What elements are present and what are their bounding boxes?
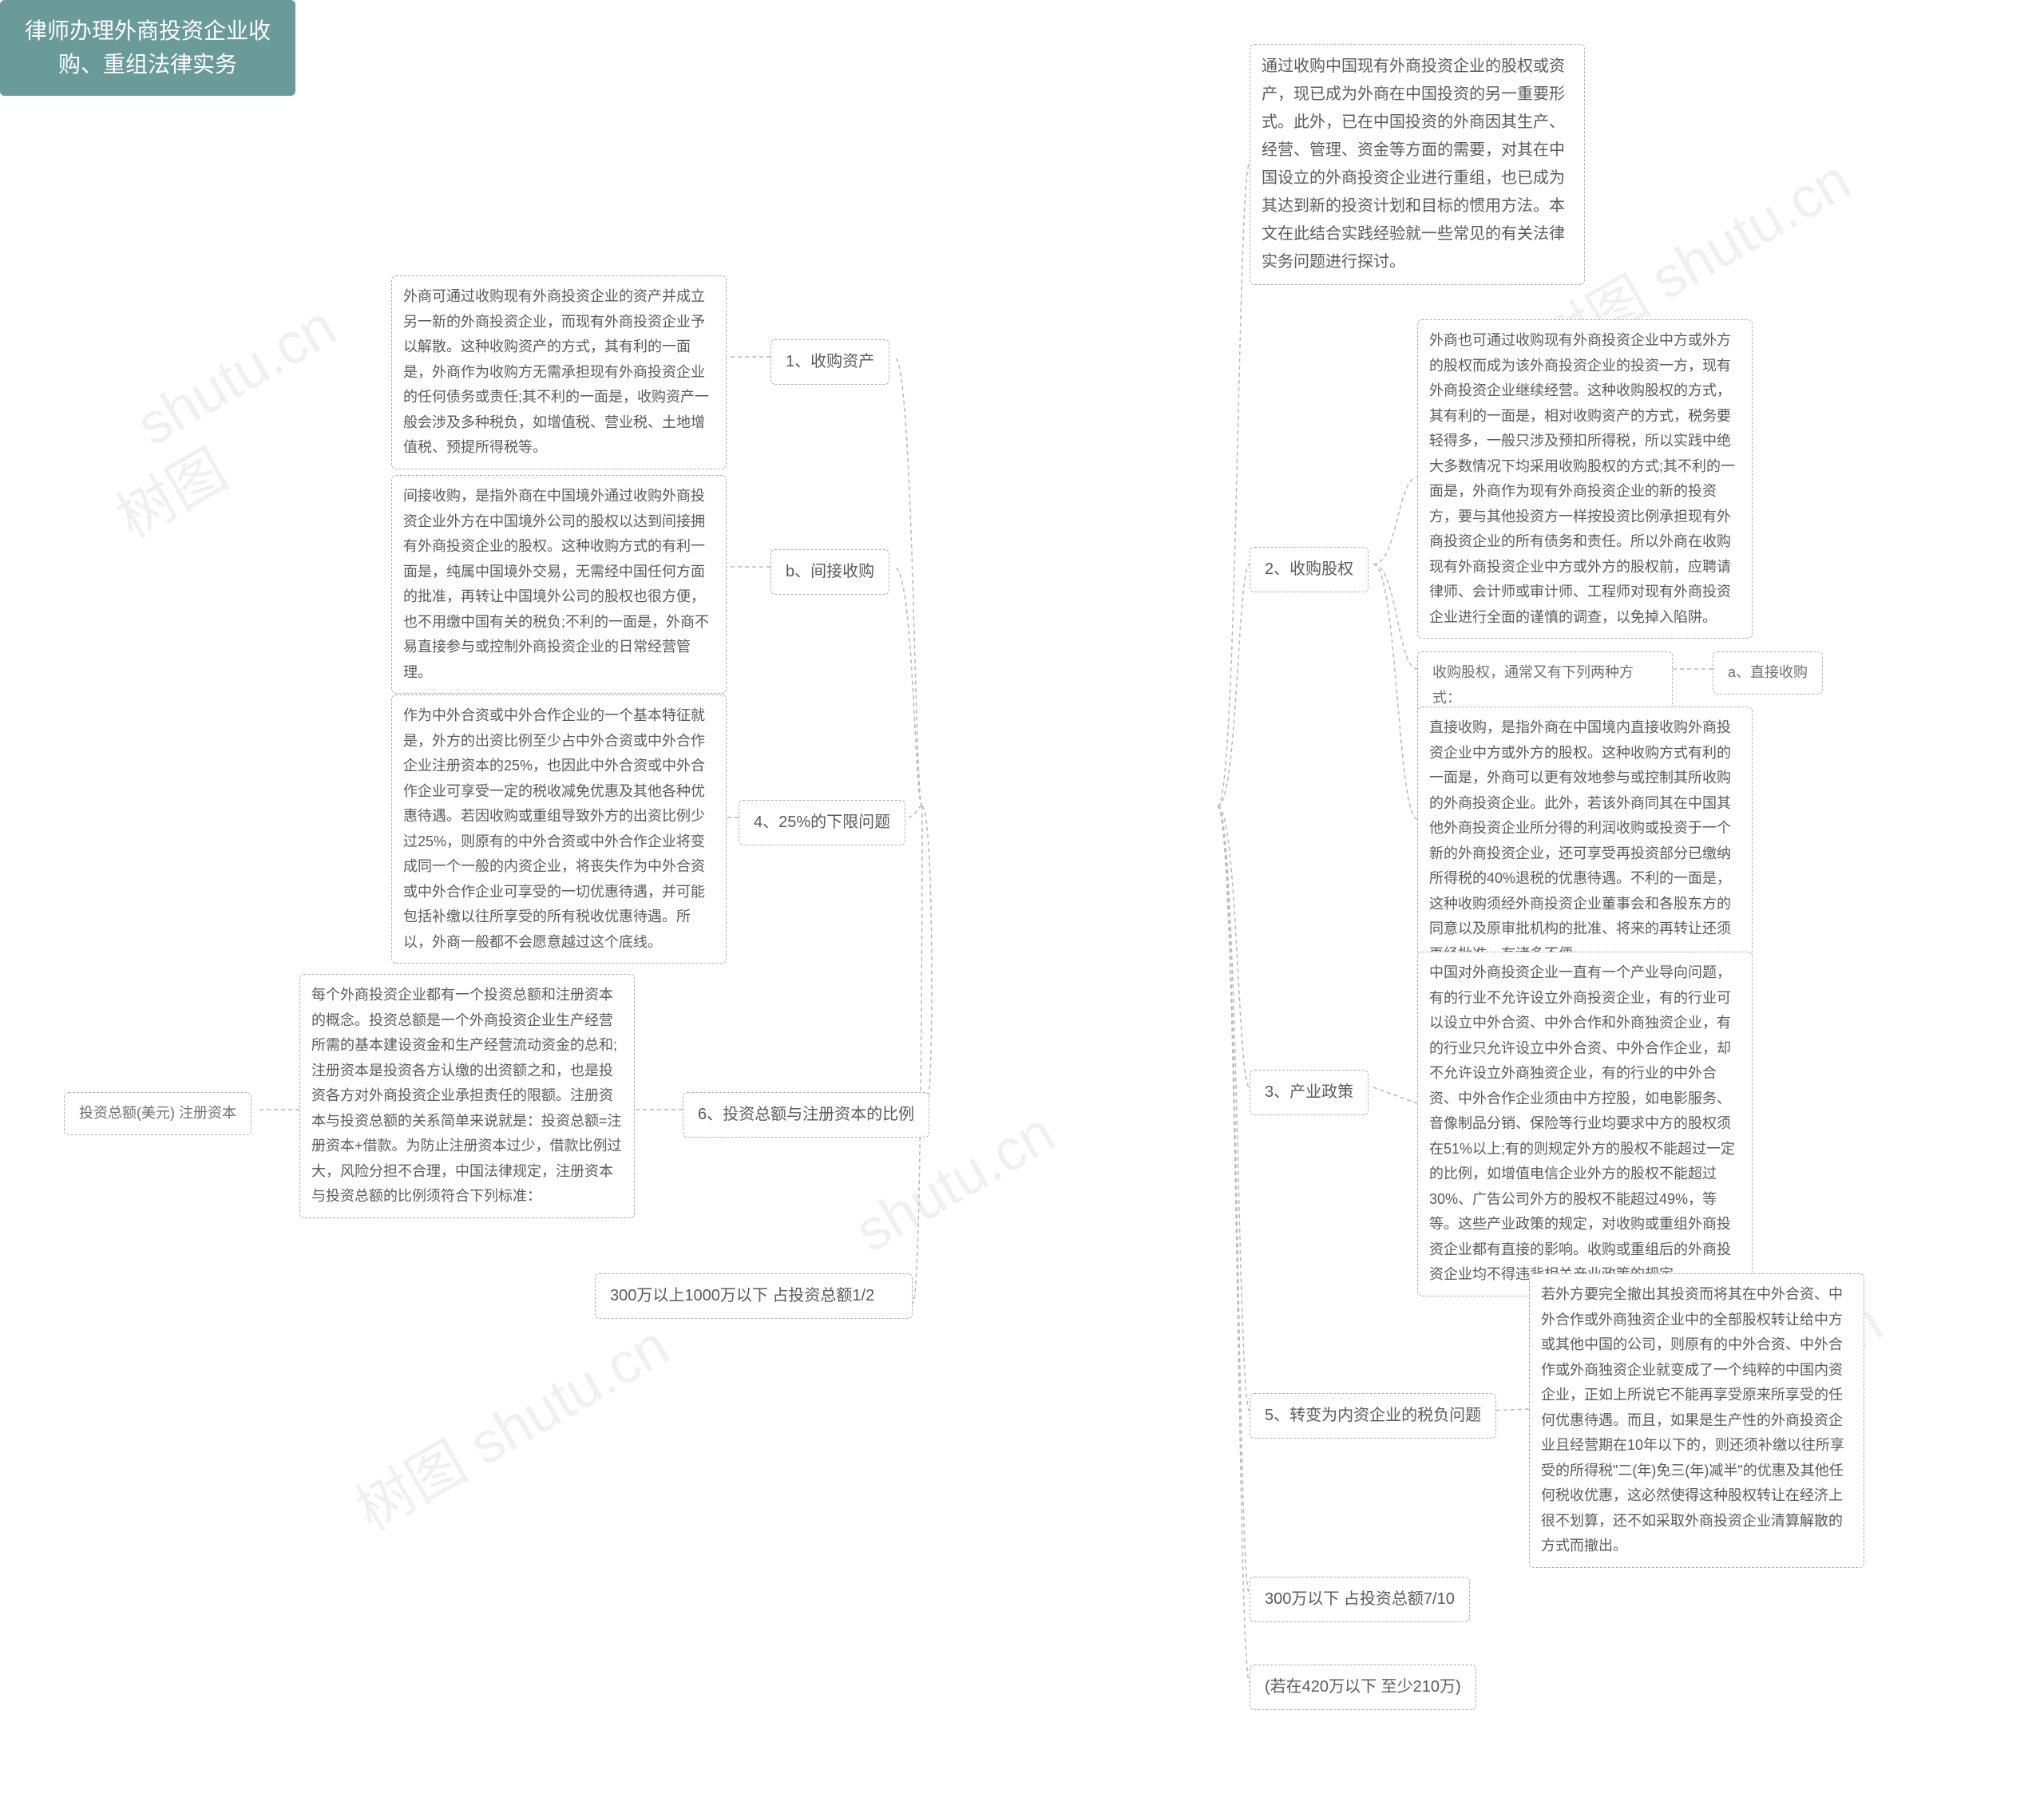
watermark: 树图 [98,424,240,554]
branch-l6-label: 6、投资总额与注册资本的比例 [698,1106,914,1123]
leaf-r5: 若外方要完全撤出其投资而将其在中外合资、中外合作或外商独资企业中的全部股权转让给… [1529,1273,1864,1568]
leaf-l1: 外商可通过收购现有外商投资企业的资产并成立另一新的外商投资企业，而现有外商投资企… [391,275,727,469]
branch-r8-label: (若在420万以下 至少210万) [1265,1678,1461,1696]
leaf-l6b-text: 投资总额(美元) 注册资本 [79,1105,236,1121]
branch-r2-label: 2、收购股权 [1265,560,1353,578]
leaf-r2a-text: 外商也可通过收购现有外商投资企业中方或外方的股权而成为该外商投资企业的投资一方，… [1429,332,1735,625]
watermark: shutu.cn [126,293,347,458]
leaf-r2a: 外商也可通过收购现有外商投资企业中方或外方的股权而成为该外商投资企业的投资一方，… [1417,319,1753,639]
watermark: 树图 shutu.cn [338,1300,681,1546]
leaf-l4: 作为中外合资或中外合作企业的一个基本特征就是，外方的出资比例至少占中外合资或中外… [391,695,727,964]
leaf-lb: 间接收购，是指外商在中国境外通过收购外商投资企业外方在中国境外公司的股权以达到间… [391,475,727,694]
branch-r2: 2、收购股权 [1250,547,1369,592]
center-label: 律师办理外商投资企业收购、重组法律实务 [25,18,271,77]
leaf-r3: 中国对外商投资企业一直有一个产业导向问题，有的行业不允许设立外商投资企业，有的行… [1417,952,1753,1296]
branch-l7-label: 300万以上1000万以下 占投资总额1/2 [610,1287,874,1304]
branch-l6: 6、投资总额与注册资本的比例 [683,1092,929,1138]
leaf-r2c-text: 直接收购，是指外商在中国境内直接收购外商投资企业中方或外方的股权。这种收购方式有… [1429,719,1731,962]
branch-r3: 3、产业政策 [1250,1070,1369,1115]
branch-r7-label: 300万以下 占投资总额7/10 [1265,1590,1455,1608]
branch-l4: 4、25%的下限问题 [739,800,905,845]
leaf-r2c: 直接收购，是指外商在中国境内直接收购外商投资企业中方或外方的股权。这种收购方式有… [1417,707,1753,976]
center-topic: 律师办理外商投资企业收购、重组法律实务 [0,0,295,96]
leaf-l6b: 投资总额(美元) 注册资本 [64,1092,252,1135]
leaf-r2b-text: 收购股权，通常又有下列两种方式： [1432,664,1634,706]
branch-l4-label: 4、25%的下限问题 [754,813,890,831]
right-intro: 通过收购中国现有外商投资企业的股权或资产，现已成为外商在中国投资的另一重要形式。… [1250,44,1585,285]
leaf-l4-text: 作为中外合资或中外合作企业的一个基本特征就是，外方的出资比例至少占中外合资或中外… [403,707,705,950]
leaf-l6-text: 每个外商投资企业都有一个投资总额和注册资本的概念。投资总额是一个外商投资企业生产… [311,987,622,1204]
branch-r5-label: 5、转变为内资企业的税负问题 [1265,1407,1481,1424]
branch-r3-label: 3、产业政策 [1265,1083,1353,1101]
right-intro-text: 通过收购中国现有外商投资企业的股权或资产，现已成为外商在中国投资的另一重要形式。… [1262,57,1565,271]
leaf-lb-text: 间接收购，是指外商在中国境外通过收购外商投资企业外方在中国境外公司的股权以达到间… [403,488,709,680]
leaf-l6: 每个外商投资企业都有一个投资总额和注册资本的概念。投资总额是一个外商投资企业生产… [299,974,635,1218]
leaf-r3-text: 中国对外商投资企业一直有一个产业导向问题，有的行业不允许设立外商投资企业，有的行… [1429,964,1735,1282]
branch-lb-label: b、间接收购 [786,563,874,580]
branch-l1: 1、收购资产 [770,339,889,385]
branch-lb: b、间接收购 [770,549,889,595]
leaf-r2b-child: a、直接收购 [1713,651,1823,695]
leaf-r2b-child-text: a、直接收购 [1728,664,1808,680]
leaf-r5-text: 若外方要完全撤出其投资而将其在中外合资、中外合作或外商独资企业中的全部股权转让给… [1541,1286,1844,1554]
leaf-l1-text: 外商可通过收购现有外商投资企业的资产并成立另一新的外商投资企业，而现有外商投资企… [403,288,709,455]
branch-l7: 300万以上1000万以下 占投资总额1/2 [595,1273,913,1319]
branch-l1-label: 1、收购资产 [786,353,874,370]
branch-r7: 300万以下 占投资总额7/10 [1250,1577,1470,1622]
branch-r5: 5、转变为内资企业的税负问题 [1250,1393,1496,1439]
branch-r8: (若在420万以下 至少210万) [1250,1665,1476,1710]
